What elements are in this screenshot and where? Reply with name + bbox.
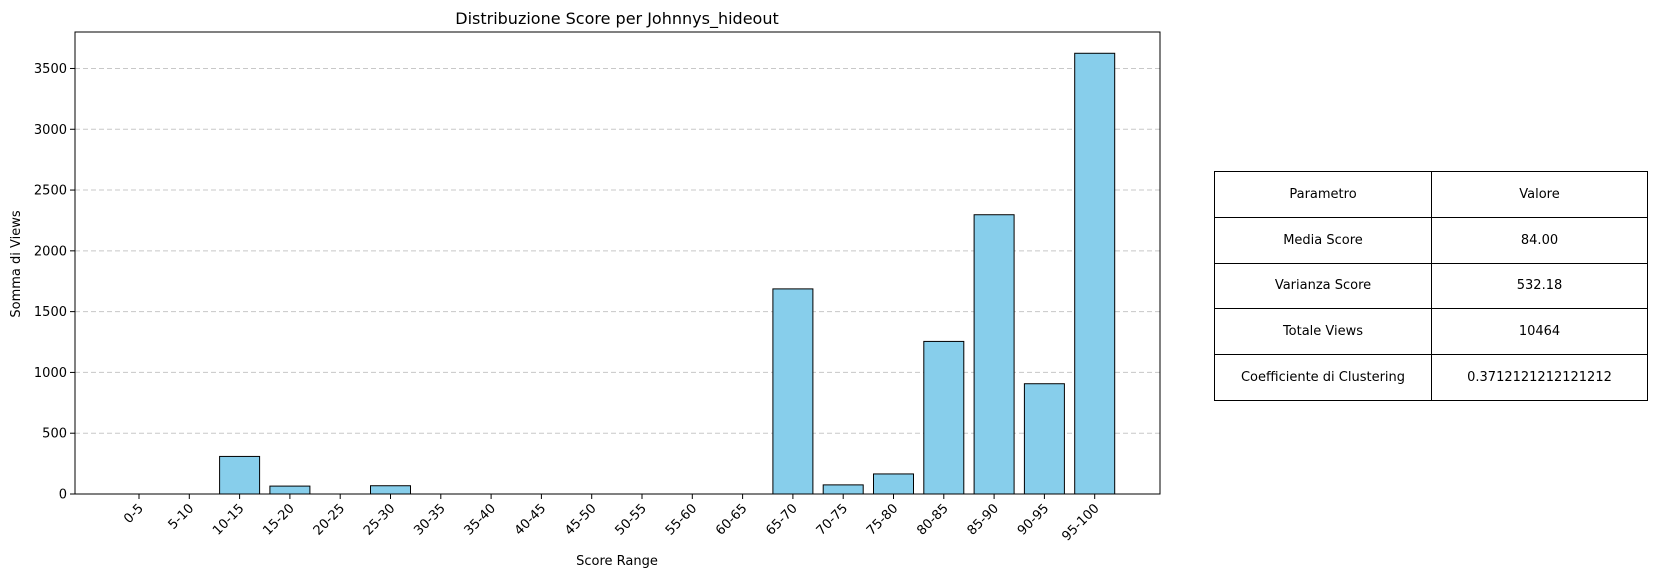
y-tick-label: 1500 [34, 305, 67, 320]
x-tick-label: 35-40 [462, 501, 499, 538]
bar-10-15 [219, 455, 261, 495]
x-tick-label: 70-75 [814, 501, 851, 538]
x-tick-label: 80-85 [914, 501, 951, 538]
table-header-cell: Parametro [1214, 171, 1432, 218]
table-row: Coefficiente di Clustering 0.37121212121… [1214, 354, 1648, 401]
plot-frame [74, 31, 1161, 495]
x-tick-label: 75-80 [864, 501, 901, 538]
x-tick-label: 45-50 [562, 501, 599, 538]
table-header-cell: Valore [1431, 171, 1648, 218]
table-row: Varianza Score 532.18 [1214, 262, 1648, 310]
bar-95-100 [1074, 52, 1116, 495]
x-axis-ticks: 0-5 5-10 10-15 15-20 20-25 25-30 30-35 35-40 40-… [121, 494, 1103, 544]
table-cell-value: 0.3712121212121212 [1431, 354, 1648, 401]
y-tick-label: 1000 [34, 366, 67, 381]
y-axis-label: Somma di Views [9, 210, 24, 317]
x-tick-label: 55-60 [663, 501, 700, 538]
table-cell-param: Varianza Score [1214, 262, 1432, 310]
x-tick-label: 0-5 [121, 501, 147, 527]
table-header-row: Parametro Valore [1214, 171, 1648, 218]
x-tick-label: 10-15 [210, 501, 247, 538]
table-cell-param: Media Score [1214, 216, 1432, 264]
bar-85-90 [973, 214, 1015, 495]
x-tick-label: 50-55 [613, 501, 650, 538]
y-tick-label: 500 [42, 427, 67, 442]
bar-90-95 [1023, 383, 1065, 495]
y-tick-label: 2000 [34, 244, 67, 259]
x-tick-label: 20-25 [311, 501, 348, 538]
y-tick-label: 3500 [34, 62, 67, 77]
y-tick-label: 2500 [34, 184, 67, 199]
table-cell-value: 532.18 [1431, 262, 1648, 310]
table-row: Media Score 84.00 [1214, 216, 1648, 264]
table-cell-param: Coefficiente di Clustering [1214, 354, 1432, 401]
table-row: Totale Views 10464 [1214, 308, 1648, 356]
x-tick-label: 95-100 [1059, 501, 1102, 544]
x-axis-label: Score Range [576, 554, 658, 569]
bars [219, 52, 1116, 495]
bar-80-85 [923, 340, 965, 495]
bar-75-80 [873, 473, 914, 495]
y-tick-label: 0 [59, 488, 67, 503]
bar-15-20 [269, 485, 311, 495]
bar-65-70 [772, 288, 814, 495]
bar-25-30 [370, 485, 411, 495]
bar-70-75 [822, 484, 864, 495]
chart-title: Distribuzione Score per Johnnys_hideout [455, 9, 778, 29]
x-tick-label: 90-95 [1015, 501, 1052, 538]
x-tick-label: 30-35 [411, 501, 448, 538]
x-tick-label: 85-90 [965, 501, 1002, 538]
x-tick-label: 15-20 [260, 501, 297, 538]
stats-table: Parametro Valore Media Score 84.00 Varia… [1214, 171, 1648, 401]
x-tick-label: 60-65 [713, 501, 750, 538]
y-tick-label: 3000 [34, 123, 67, 138]
y-axis-ticks: 0 500 1000 1500 2000 2500 3000 3500 [34, 62, 75, 503]
table-cell-value: 84.00 [1431, 216, 1648, 264]
x-tick-label: 25-30 [361, 501, 398, 538]
x-tick-label: 40-45 [512, 501, 549, 538]
x-tick-label: 5-10 [166, 501, 197, 532]
x-tick-label: 65-70 [763, 501, 800, 538]
table-cell-param: Totale Views [1214, 308, 1432, 356]
table-cell-value: 10464 [1431, 308, 1648, 356]
